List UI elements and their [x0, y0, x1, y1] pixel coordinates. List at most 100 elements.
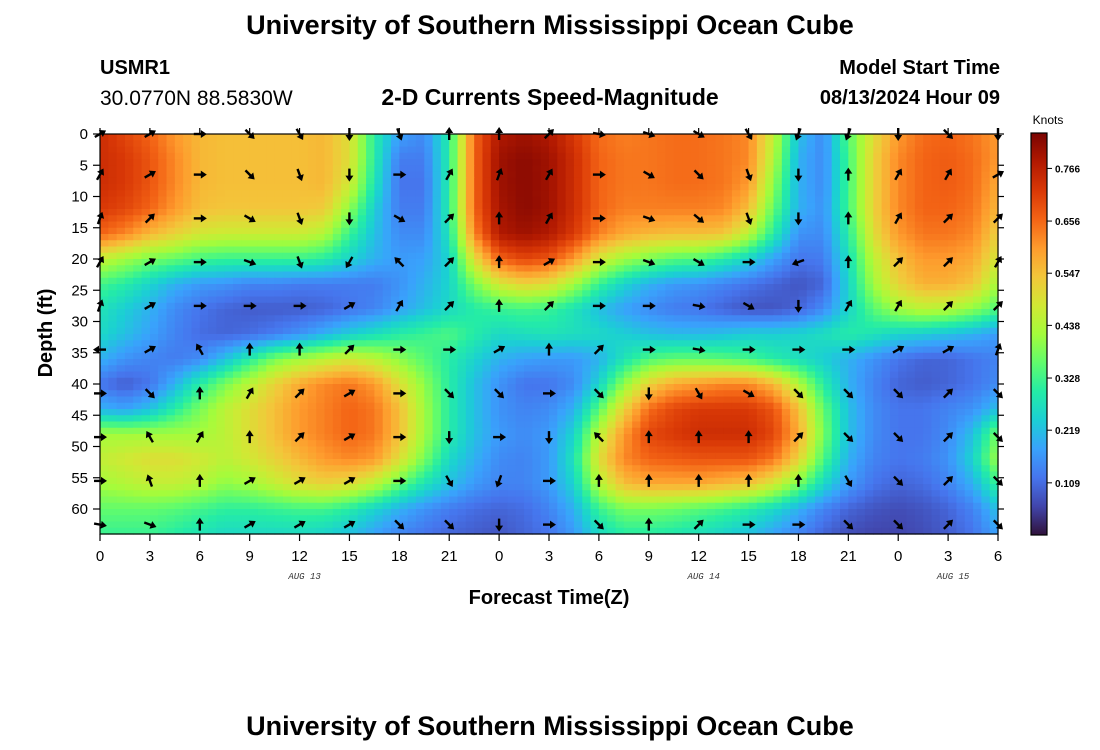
heatmap-cell: [914, 240, 924, 248]
heatmap-cell: [399, 215, 409, 223]
heatmap-cell: [881, 321, 891, 329]
heatmap-cell: [515, 396, 525, 404]
heatmap-cell: [673, 334, 683, 341]
heatmap-cell: [183, 296, 193, 304]
heatmap-cell: [989, 384, 999, 391]
heatmap-cell: [756, 152, 766, 160]
heatmap-cell: [474, 184, 484, 191]
heatmap-cell: [291, 290, 301, 298]
heatmap-cell: [349, 321, 359, 329]
heatmap-cell: [382, 152, 392, 160]
heatmap-cell: [723, 365, 733, 373]
heatmap-cell: [590, 146, 600, 154]
heatmap-cell: [582, 340, 592, 348]
heatmap-cell: [540, 171, 550, 179]
heatmap-cell: [840, 321, 849, 329]
heatmap-cell: [723, 302, 733, 310]
heatmap-cell: [623, 271, 633, 279]
heatmap-cell: [989, 165, 999, 173]
heatmap-cell: [507, 409, 517, 416]
heatmap-cell: [424, 196, 434, 204]
heatmap-cell: [989, 252, 999, 260]
heatmap-cell: [341, 234, 351, 241]
heatmap-cell: [100, 171, 109, 179]
heatmap-cell: [665, 196, 675, 204]
heatmap-cell: [931, 340, 941, 348]
heatmap-cell: [274, 215, 284, 223]
heatmap-cell: [565, 384, 575, 391]
heatmap-cell: [424, 340, 434, 348]
heatmap-cell: [640, 340, 650, 348]
heatmap-cell: [233, 371, 242, 379]
heatmap-cell: [440, 371, 450, 379]
heatmap-cell: [973, 152, 982, 160]
heatmap-cell: [731, 359, 741, 366]
heatmap-cell: [640, 352, 650, 360]
heatmap-cell: [382, 140, 392, 148]
heatmap-cell: [507, 284, 517, 291]
heatmap-cell: [299, 346, 309, 354]
heatmap-cell: [249, 159, 259, 166]
heatmap-cell: [291, 340, 301, 348]
heatmap-cell: [848, 134, 858, 141]
heatmap-cell: [482, 234, 492, 241]
heatmap-cell: [823, 321, 833, 329]
heatmap-cell: [623, 402, 633, 410]
heatmap-cell: [108, 421, 118, 429]
heatmap-cell: [923, 327, 933, 335]
heatmap-cell: [507, 315, 517, 323]
heatmap-cell: [124, 421, 134, 429]
heatmap-cell: [241, 340, 251, 348]
heatmap-cell: [731, 271, 741, 279]
heatmap-cell: [756, 352, 766, 360]
heatmap-cell: [208, 140, 217, 148]
heatmap-cell: [607, 390, 617, 398]
heatmap-cell: [856, 371, 866, 379]
heatmap-cell: [482, 196, 492, 204]
heatmap-cell: [781, 159, 791, 166]
heatmap-cell: [532, 309, 542, 316]
heatmap-cell: [249, 309, 259, 316]
heatmap-cell: [798, 184, 808, 191]
heatmap-cell: [956, 415, 966, 423]
heatmap-cell: [723, 402, 733, 410]
heatmap-cell: [424, 246, 434, 254]
heatmap-cell: [499, 190, 509, 198]
heatmap-cell: [174, 271, 184, 279]
heatmap-cell: [216, 346, 226, 354]
heatmap-cell: [623, 221, 633, 229]
heatmap-cell: [524, 290, 533, 298]
heatmap-cell: [665, 165, 675, 173]
heatmap-cell: [149, 421, 159, 429]
heatmap-cell: [640, 259, 650, 266]
heatmap-cell: [640, 171, 650, 179]
heatmap-cell: [507, 240, 517, 248]
heatmap-cell: [723, 352, 733, 360]
heatmap-cell: [108, 315, 118, 323]
heatmap-cell: [449, 271, 459, 279]
heatmap-cell: [490, 215, 500, 223]
heatmap-cell: [233, 259, 242, 266]
heatmap-cell: [948, 227, 958, 235]
heatmap-cell: [274, 415, 284, 423]
heatmap-cell: [141, 284, 151, 291]
heatmap-cell: [573, 384, 583, 391]
heatmap-cell: [923, 171, 933, 179]
heatmap-cell: [690, 190, 700, 198]
heatmap-cell: [324, 159, 334, 166]
heatmap-cell: [748, 359, 758, 366]
heatmap-cell: [532, 140, 542, 148]
heatmap-cell: [174, 227, 184, 235]
heatmap-cell: [923, 134, 933, 141]
heatmap-cell: [382, 402, 392, 410]
heatmap-cell: [898, 134, 908, 141]
heatmap-cell: [307, 159, 317, 166]
heatmap-cell: [673, 302, 683, 310]
heatmap-cell: [723, 202, 733, 210]
heatmap-cell: [673, 221, 683, 229]
heatmap-cell: [557, 259, 567, 266]
heatmap-cell: [233, 171, 242, 179]
heatmap-cell: [798, 234, 808, 241]
heatmap-cell: [640, 146, 650, 154]
heatmap-cell: [174, 409, 184, 416]
